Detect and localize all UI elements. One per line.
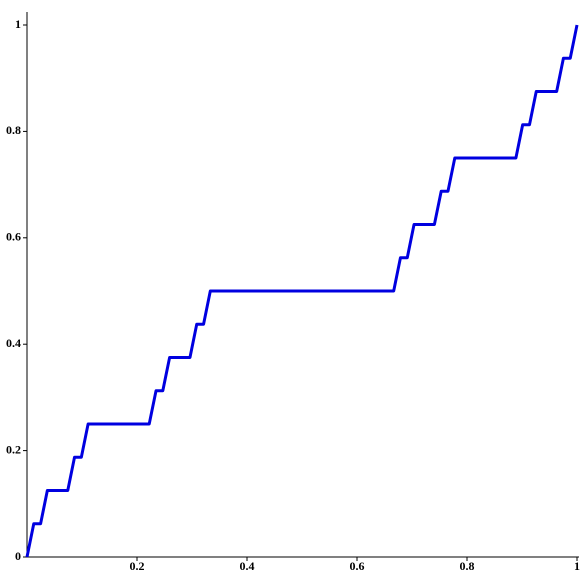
x-tick-label: 0.6 xyxy=(350,559,365,573)
y-tick-label: 0.2 xyxy=(6,442,21,456)
y-tick-label: 0.4 xyxy=(6,336,21,350)
y-tick-label: 1 xyxy=(15,17,21,31)
x-tick-label: 0.8 xyxy=(460,559,475,573)
x-tick-label: 0.4 xyxy=(240,559,255,573)
y-tick-label: 0.6 xyxy=(6,230,21,244)
x-tick-label: 0.2 xyxy=(130,559,145,573)
y-tick-label: 0.8 xyxy=(6,123,21,137)
y-tick-label: 0 xyxy=(15,549,21,563)
x-tick-label: 1 xyxy=(574,559,580,573)
line xyxy=(25,24,579,558)
